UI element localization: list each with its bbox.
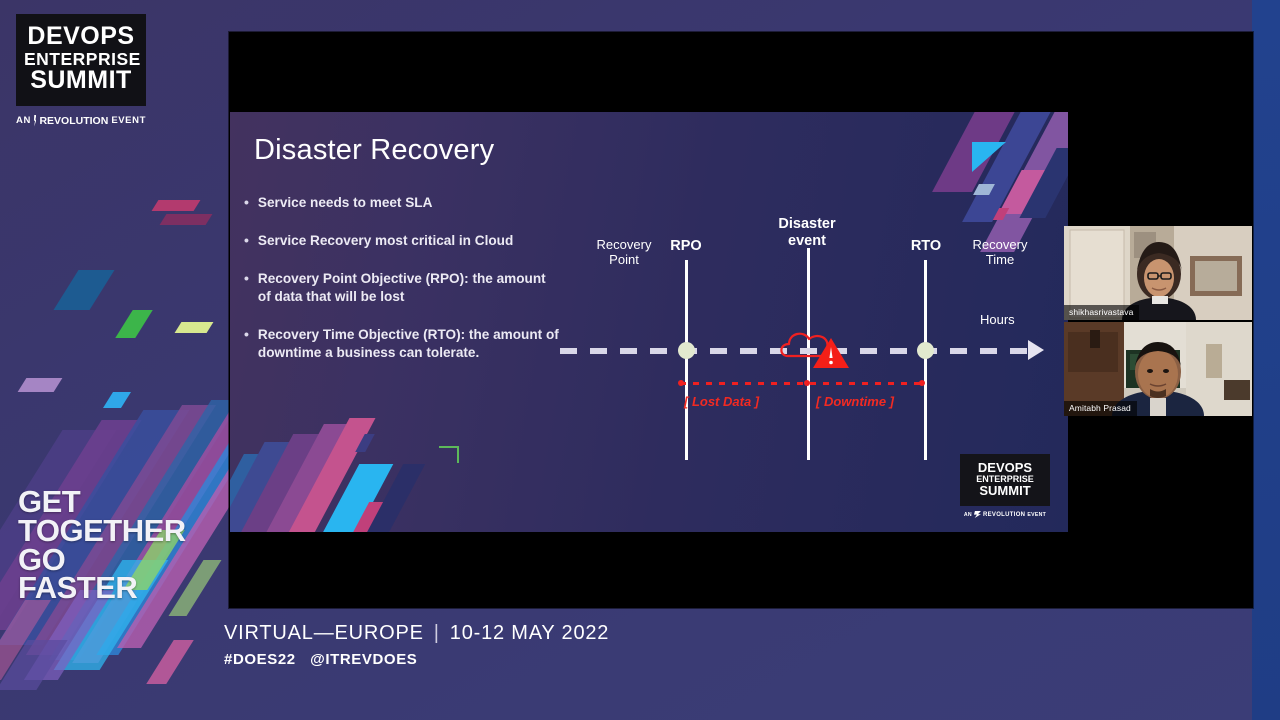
revolution-bolt-icon [34,115,37,127]
participant-name: Amitabh Prasad [1064,401,1137,416]
slide-logo-wordmark: DEVOPS ENTERPRISE SUMMIT [960,454,1050,506]
logo-line-summit: SUMMIT [30,65,132,94]
lost-data-start-tick [678,380,684,386]
rpo-label: RPO [670,238,702,254]
decor-shape [174,322,214,333]
slide-logo-sub-revolution: REVOLUTION [982,511,1026,518]
social-handles-line: #DOES22 @ITREVDOES [224,651,417,668]
disaster-vertical-line [807,248,810,460]
participant-tile[interactable]: shikhasrivastava [1064,226,1252,320]
slide-logo-sub-an: AN [963,511,972,518]
tagline-line-2: TOGETHER [18,512,186,548]
slide-logo-summit: SUMMIT [979,483,1031,499]
disaster-mid-tick [804,380,810,386]
logo-line-devops: DEVOPS [27,22,135,50]
decor-shape [159,214,213,225]
bullet-text: Recovery Time Objective (RTO): the amoun… [257,327,559,361]
disaster-event-label: Disaster event [765,216,849,249]
timeline-axis [560,348,1030,354]
rpo-rto-timeline-diagram: Recovery Point RPO Disaster event RTO Re… [560,216,1060,526]
rpo-vertical-line [685,260,688,460]
logo-wordmark: DEVOPS ENTERPRISE SUMMIT [16,14,146,106]
recovery-time-label-line1: Recovery [972,237,1028,252]
rto-label: RTO [910,238,942,254]
slide-logo-subtitle: AN REVOLUTION EVENT [960,511,1050,518]
list-item: • Recovery Time Objective (RTO): the amo… [244,326,562,362]
participant-tile[interactable]: Amitabh Prasad [1064,322,1252,416]
presentation-slide: Disaster Recovery • Service needs to mee… [230,112,1068,532]
event-hashtag: #DOES22 [224,651,296,668]
event-separator: | [433,622,440,644]
slide-title: Disaster Recovery [254,134,495,166]
list-item: • Service Recovery most critical in Clou… [244,232,562,250]
bullet-text: Service needs to meet SLA [257,195,433,210]
bullet-text: Service Recovery most critical in Cloud [257,233,514,249]
impact-span-line [680,382,923,385]
tagline-line-1: GET [18,484,81,519]
slide-bullet-list: • Service needs to meet SLA • Service Re… [244,194,562,382]
logo-subtitle: AN REVOLUTION EVENT [16,115,146,127]
bullet-marker-icon: • [244,270,249,287]
bullet-marker-icon: • [244,326,249,343]
right-accent-strip [1252,0,1280,720]
revolution-bolt-icon [974,511,981,518]
arrow-right-icon [1028,340,1044,360]
bullet-marker-icon: • [244,194,249,210]
event-dates: 10-12 MAY 2022 [449,622,610,644]
event-logo: DEVOPS ENTERPRISE SUMMIT AN REVOLUTION E… [16,14,146,127]
green-bracket-icon [439,446,459,463]
event-info-line: VIRTUAL—EUROPE | 10-12 MAY 2022 [224,622,609,645]
recovery-time-label-line2: Time [985,251,1015,267]
slide-logo-devops: DEVOPS [977,460,1033,476]
rpo-node-marker [678,342,695,359]
hours-axis-label: Hours [980,312,1015,327]
slide-logo-enterprise: ENTERPRISE [976,473,1034,484]
list-item: • Service needs to meet SLA [244,194,562,212]
rto-node-marker [917,342,934,359]
disaster-event-label-line2: event [788,232,826,249]
participant-name: shikhasrivastava [1064,305,1140,320]
downtime-label: [ Downtime ] [816,394,894,409]
logo-line-enterprise: ENTERPRISE [24,48,141,69]
list-item: • Recovery Point Objective (RPO): the am… [244,270,562,306]
bullet-text: Recovery Point Objective (RPO): the amou… [257,271,546,305]
tagline-line-3: GO [18,541,66,577]
rto-vertical-line [924,260,927,460]
logo-sub-an: AN [16,115,31,127]
logo-sub-event: EVENT [111,115,146,127]
tagline: GET TOGETHER GO FASTER [18,484,186,606]
decor-shape [103,392,131,408]
decor-shape [146,640,194,684]
warning-triangle-icon [813,338,849,368]
decor-shape [53,270,115,310]
slide-event-logo: DEVOPS ENTERPRISE SUMMIT AN REVOLUTION E… [960,454,1050,518]
decor-shape [115,310,153,338]
participant-video-1 [1064,226,1252,320]
participant-video-2 [1064,322,1252,416]
recovery-time-label: Recovery Time [958,237,1042,268]
logo-sub-revolution: REVOLUTION [39,114,109,127]
recovery-point-label: Recovery Point [582,237,666,268]
lost-data-label: [ Lost Data ] [684,394,760,409]
decor-shape [151,200,201,211]
bullet-marker-icon: • [244,232,249,249]
recovery-point-label-line1: Recovery [596,237,652,252]
decor-shape [17,378,63,392]
downtime-end-tick [919,380,925,386]
slide-logo-sub-event: EVENT [1027,511,1047,518]
recovery-point-label-line2: Point [609,251,639,267]
event-handle: @ITREVDOES [310,651,418,668]
tagline-line-4: FASTER [18,570,138,606]
event-location: VIRTUAL—EUROPE [224,622,424,644]
disaster-event-label-line1: Disaster [778,216,836,232]
video-stage[interactable]: Disaster Recovery • Service needs to mee… [229,32,1253,608]
